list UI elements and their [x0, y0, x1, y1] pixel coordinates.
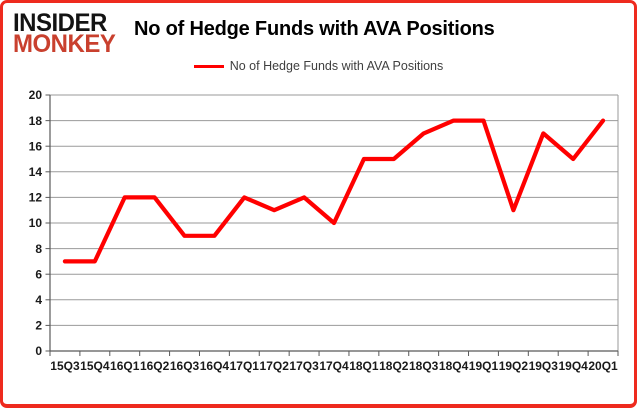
x-axis-label: 19Q4	[558, 359, 588, 373]
y-axis-label: 4	[35, 293, 42, 307]
x-axis-label: 17Q2	[260, 359, 290, 373]
logo-word-monkey: MONKEY	[13, 29, 116, 59]
insider-monkey-logo: INSIDER MONKEY	[13, 8, 116, 59]
x-axis-label: 16Q3	[170, 359, 200, 373]
chart-title: No of Hedge Funds with AVA Positions	[134, 18, 495, 40]
y-axis-label: 18	[29, 114, 43, 128]
logo-word-insider: INSIDER	[13, 8, 107, 38]
x-axis-label: 18Q2	[379, 359, 409, 373]
x-axis-label: 19Q1	[469, 359, 499, 373]
x-axis-label: 17Q4	[319, 359, 349, 373]
x-axis-label: 20Q1	[588, 359, 618, 373]
y-axis-label: 6	[35, 267, 42, 281]
y-axis-label: 16	[29, 139, 43, 153]
x-axis-label: 19Q3	[529, 359, 559, 373]
y-axis-label: 2	[35, 319, 42, 333]
line-chart-plot: 0 2 4 6 8 10 12 14 16 18 20 15Q3 15Q4 16Q1 16Q2 16Q3 16Q…	[29, 88, 619, 373]
y-axis-label: 0	[35, 344, 42, 358]
x-axis-label: 19Q2	[499, 359, 529, 373]
y-axis-label: 14	[29, 165, 43, 179]
x-axis-label: 15Q4	[80, 359, 110, 373]
y-axis-label: 12	[29, 191, 43, 205]
x-axis-label: 18Q3	[409, 359, 439, 373]
x-axis-label: 16Q2	[140, 359, 170, 373]
x-axis-label: 17Q3	[289, 359, 319, 373]
y-axis-label: 8	[35, 242, 42, 256]
series-line	[62, 118, 606, 264]
y-axis-label: 10	[29, 216, 43, 230]
x-axis-label: 18Q4	[439, 359, 469, 373]
x-axis-label: 18Q1	[349, 359, 379, 373]
y-axis-label: 20	[29, 88, 43, 102]
legend-line-swatch	[193, 64, 224, 68]
x-axis-label: 16Q4	[200, 359, 230, 373]
x-axis-label: 15Q3	[50, 359, 80, 373]
x-axis-label: 16Q1	[110, 359, 140, 373]
legend-label: No of Hedge Funds with AVA Positions	[229, 59, 444, 73]
legend: No of Hedge Funds with AVA Positions	[3, 59, 634, 73]
x-axis-label: 17Q1	[230, 359, 260, 373]
